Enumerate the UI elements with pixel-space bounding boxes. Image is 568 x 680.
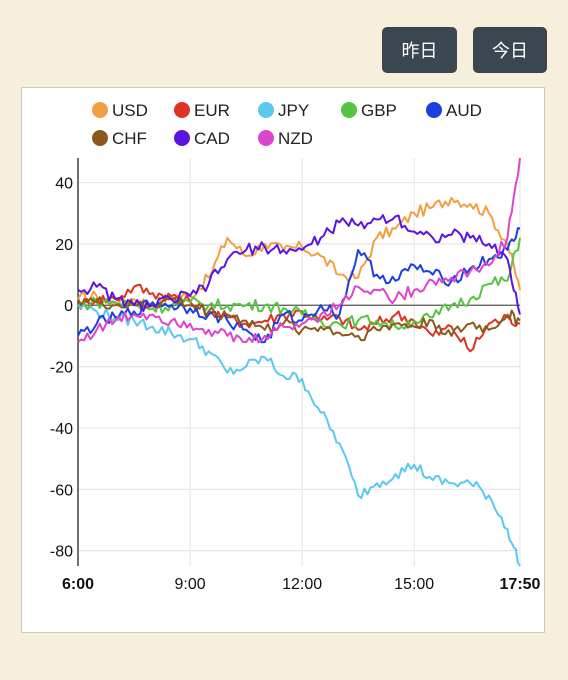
series-line-gbp bbox=[77, 237, 521, 331]
y-tick-label: -40 bbox=[50, 421, 73, 438]
chart-card: 40 20 0 -20 -40 -60 -80 6:00 9:00 12:00 15:00 17:50… bbox=[21, 87, 545, 633]
legend-marker-nzd bbox=[258, 130, 274, 146]
series-line-jpy bbox=[77, 303, 521, 567]
y-tick-label: 0 bbox=[64, 298, 73, 315]
line-chart: 40 20 0 -20 -40 -60 -80 6:00 9:00 12:00 15:00 17:50… bbox=[50, 101, 541, 593]
y-tick-label: 20 bbox=[55, 237, 73, 254]
legend-label-jpy: JPY bbox=[278, 101, 309, 120]
legend-label-eur: EUR bbox=[194, 101, 230, 120]
legend-marker-usd bbox=[92, 102, 108, 118]
x-tick-label: 17:50 bbox=[500, 576, 541, 593]
x-tick-label: 9:00 bbox=[174, 576, 205, 593]
legend-marker-gbp bbox=[341, 102, 357, 118]
legend-label-nzd: NZD bbox=[278, 129, 313, 148]
legend-label-chf: CHF bbox=[112, 129, 147, 148]
series-line-cad bbox=[77, 214, 521, 315]
today-button[interactable]: 今日 bbox=[473, 27, 547, 73]
legend-label-usd: USD bbox=[112, 101, 148, 120]
y-tick-label: -80 bbox=[50, 544, 73, 561]
x-tick-label: 12:00 bbox=[282, 576, 322, 593]
series-line-nzd bbox=[77, 157, 521, 344]
y-tick-label: 40 bbox=[55, 176, 73, 193]
yesterday-button[interactable]: 昨日 bbox=[382, 27, 457, 73]
legend-label-gbp: GBP bbox=[361, 101, 397, 120]
series-line-aud bbox=[77, 227, 521, 344]
legend-label-cad: CAD bbox=[194, 129, 230, 148]
legend-marker-aud bbox=[426, 102, 442, 118]
series-line-eur bbox=[77, 283, 521, 353]
x-tick-label: 15:00 bbox=[394, 576, 434, 593]
y-tick-label: -60 bbox=[50, 482, 73, 499]
legend-marker-eur bbox=[174, 102, 190, 118]
legend-label-aud: AUD bbox=[446, 101, 482, 120]
y-tick-label: -20 bbox=[50, 360, 73, 377]
legend-marker-cad bbox=[174, 130, 190, 146]
x-tick-label: 6:00 bbox=[62, 576, 94, 593]
legend-marker-jpy bbox=[258, 102, 274, 118]
legend-marker-chf bbox=[92, 130, 108, 146]
